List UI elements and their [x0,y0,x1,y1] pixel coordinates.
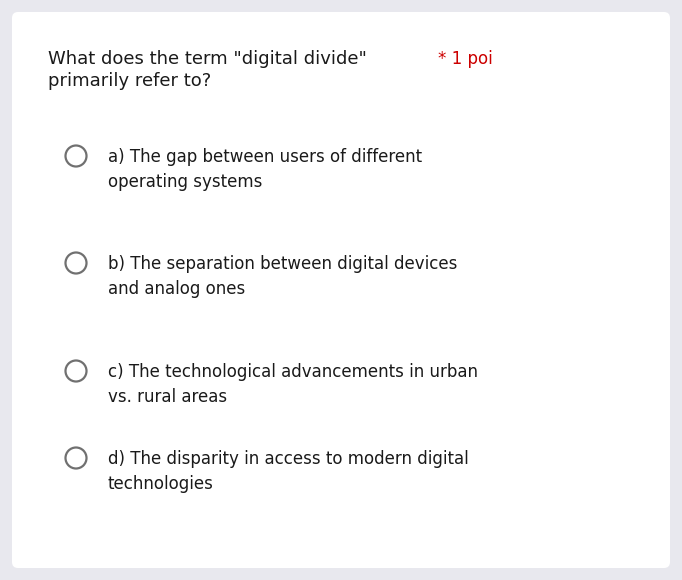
FancyBboxPatch shape [12,12,670,568]
Text: c) The technological advancements in urban
vs. rural areas: c) The technological advancements in urb… [108,363,478,406]
Text: d) The disparity in access to modern digital
technologies: d) The disparity in access to modern dig… [108,450,469,493]
Text: primarily refer to?: primarily refer to? [48,72,211,90]
Text: * 1 poi: * 1 poi [438,50,493,68]
Text: b) The separation between digital devices
and analog ones: b) The separation between digital device… [108,255,458,298]
Text: a) The gap between users of different
operating systems: a) The gap between users of different op… [108,148,422,191]
Text: What does the term "digital divide": What does the term "digital divide" [48,50,367,68]
